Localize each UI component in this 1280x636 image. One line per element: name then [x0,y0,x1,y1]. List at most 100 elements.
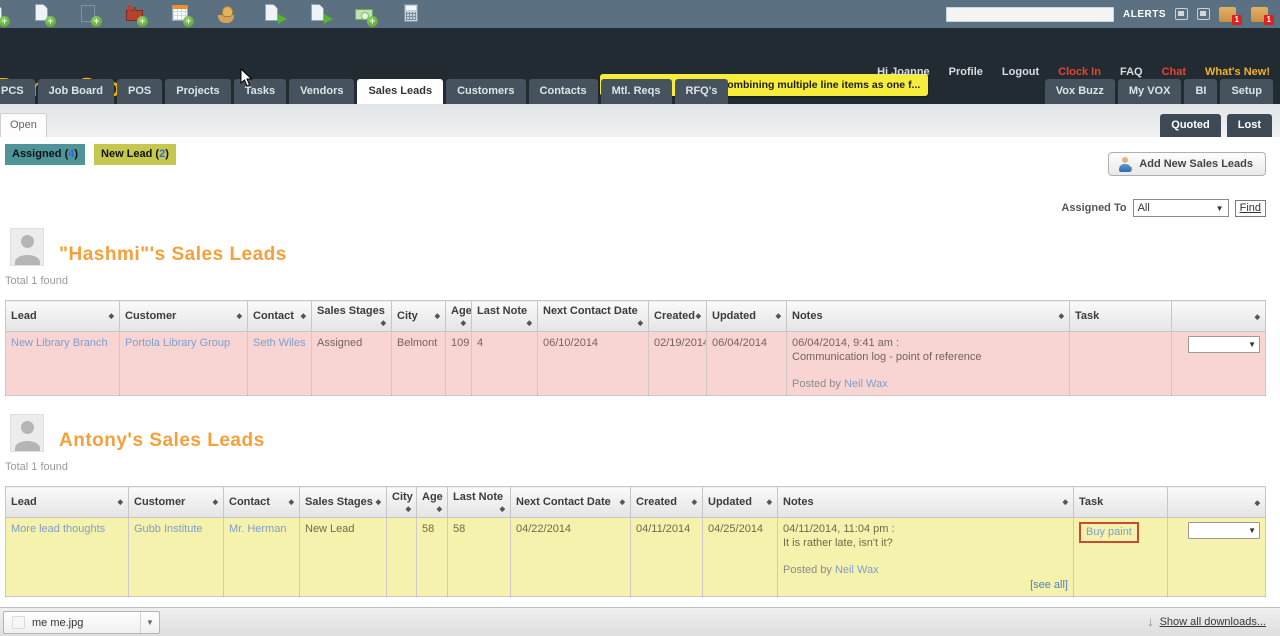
greeting-link[interactable]: Hi Joanne [877,66,930,78]
find-button[interactable]: Find [1234,199,1266,217]
column-header-next-contact-date[interactable]: Next Contact Date ◆ [537,300,649,332]
column-header-created[interactable]: Created ◆ [648,300,707,332]
tab-vox-buzz[interactable]: Vox Buzz [1044,79,1115,104]
tab-vendors[interactable]: Vendors [289,79,355,104]
new-lead-filter-badge[interactable]: New Lead (2) [94,144,176,165]
tab-open[interactable]: Open [0,113,47,137]
sort-icon[interactable]: ◆ [695,313,701,320]
lead-link[interactable]: New Library Branch [11,337,108,349]
column-header-task[interactable]: Task [1069,300,1172,332]
column-header-age[interactable]: Age ◆ [445,300,472,332]
sort-icon[interactable]: ◆ [637,320,643,327]
column-header-lead[interactable]: Lead ◆ [5,300,120,332]
customer-link[interactable]: Portola Library Group [125,337,231,349]
sort-icon[interactable]: ◆ [288,499,294,506]
sort-icon[interactable]: ◆ [1254,500,1260,507]
column-header-customer[interactable]: Customer ◆ [128,486,224,518]
tab-quoted[interactable]: Quoted [1160,114,1221,137]
column-header-next-contact-date[interactable]: Next Contact Date ◆ [510,486,631,518]
posted-by-link[interactable]: Neil Wax [843,378,888,390]
payment-hand-icon[interactable] [214,2,240,26]
tab-customers[interactable]: Customers [446,79,526,104]
tab-pos[interactable]: POS [117,79,163,104]
new-factory-icon[interactable]: + [122,2,148,27]
sort-icon[interactable]: ◆ [766,499,772,506]
tab-tasks[interactable]: Tasks [233,79,287,104]
sort-icon[interactable]: ◆ [775,313,781,320]
column-header-lead[interactable]: Lead ◆ [5,486,129,518]
column-header-sales-stages[interactable]: Sales Stages ◆ [299,486,387,518]
sort-icon[interactable]: ◆ [1254,314,1260,321]
sort-icon[interactable]: ◆ [619,499,625,506]
column-header-city[interactable]: City ◆ [391,300,446,332]
column-header-age[interactable]: Age ◆ [416,486,448,518]
tab-sales-leads[interactable]: Sales Leads [357,79,444,104]
sort-icon[interactable]: ◆ [1062,499,1068,506]
column-header-task[interactable]: Task [1073,486,1168,518]
column-header-actions[interactable]: ◆ [1167,486,1266,518]
customer-link[interactable]: Gubb Institute [134,523,203,535]
show-all-downloads-link[interactable]: ↓ Show all downloads... [1147,615,1266,628]
tab-setup[interactable]: Setup [1220,79,1273,104]
column-header-city[interactable]: City ◆ [386,486,417,518]
copy-icon[interactable] [1197,8,1210,20]
tab-lost[interactable]: Lost [1226,114,1272,137]
sort-icon[interactable]: ◆ [499,506,505,513]
new-document-icon[interactable]: + [30,2,56,27]
sort-icon[interactable]: ◆ [236,313,242,320]
contact-link[interactable]: Seth Wiles [253,337,306,349]
sort-icon[interactable]: ◆ [117,499,123,506]
calculator-icon[interactable] [398,2,424,26]
notification-badge[interactable]: 1 [1219,6,1242,25]
task-link[interactable]: Buy paint [1086,526,1132,538]
column-header-updated[interactable]: Updated ◆ [702,486,778,518]
tab-mtl-reqs[interactable]: Mtl. Reqs [600,79,672,104]
column-header-last-note[interactable]: Last Note ◆ [471,300,538,332]
sort-icon[interactable]: ◆ [405,506,411,513]
send-document-icon[interactable] [306,2,333,26]
monitor-icon[interactable] [1175,8,1188,20]
sort-icon[interactable]: ◆ [380,320,386,327]
see-all-link[interactable]: [see all] [1030,579,1068,591]
posted-by-link[interactable]: Neil Wax [834,564,879,576]
logout-link[interactable]: Logout [1001,66,1040,78]
sort-icon[interactable]: ◆ [108,313,114,320]
lead-link[interactable]: More lead thoughts [11,523,106,535]
column-header-actions[interactable]: ◆ [1171,300,1266,332]
notification-badge[interactable]: 1 [1251,6,1274,25]
row-action-select[interactable]: ▼ [1188,336,1260,353]
chat-link[interactable]: Chat [1161,66,1187,78]
sort-icon[interactable]: ◆ [691,499,697,506]
column-header-created[interactable]: Created ◆ [630,486,703,518]
download-item[interactable]: me me.jpg ▼ [3,611,160,634]
whats-new-link[interactable]: What's New! [1205,66,1270,78]
sort-icon[interactable]: ◆ [526,320,532,327]
column-header-updated[interactable]: Updated ◆ [706,300,787,332]
column-header-sales-stages[interactable]: Sales Stages ◆ [311,300,392,332]
tab-contacts[interactable]: Contacts [528,79,598,104]
tab-pcs[interactable]: PCS [0,79,35,104]
new-calendar-icon[interactable]: + [168,2,194,27]
sort-icon[interactable]: ◆ [212,499,218,506]
column-header-last-note[interactable]: Last Note ◆ [447,486,511,518]
search-input[interactable] [946,6,1114,22]
new-money-icon[interactable]: + [352,2,378,27]
clock-in-link[interactable]: Clock In [1058,66,1101,78]
assigned-to-select[interactable]: All ▼ [1132,199,1229,217]
sort-icon[interactable]: ◆ [300,313,306,320]
sort-icon[interactable]: ◆ [460,320,466,327]
tab-job-board[interactable]: Job Board [37,79,115,104]
tab-bi[interactable]: BI [1184,79,1218,104]
sort-icon[interactable]: ◆ [375,499,381,506]
column-header-notes[interactable]: Notes ◆ [786,300,1070,332]
column-header-customer[interactable]: Customer ◆ [119,300,248,332]
column-header-contact[interactable]: Contact ◆ [247,300,312,332]
sort-icon[interactable]: ◆ [1058,313,1064,320]
sort-icon[interactable]: ◆ [436,506,442,513]
column-header-notes[interactable]: Notes ◆ [777,486,1074,518]
tab-my-vox[interactable]: My VOX [1117,79,1182,104]
new-building-icon[interactable]: + [76,2,102,27]
download-item-menu[interactable]: ▼ [140,612,159,633]
profile-link[interactable]: Profile [948,66,983,78]
tab-rfqs[interactable]: RFQ's [674,79,729,104]
